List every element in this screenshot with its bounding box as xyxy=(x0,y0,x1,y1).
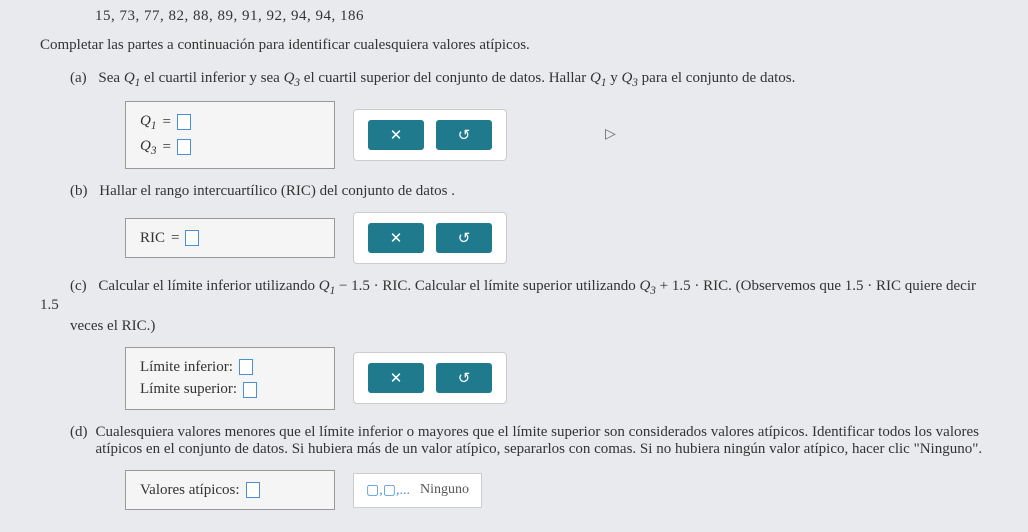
q1-sym: Q xyxy=(124,70,135,86)
outliers-label: Valores atípicos: xyxy=(140,479,240,502)
part-a-mid1: el cuartil inferior y sea xyxy=(140,70,283,86)
q1-sym2: Q xyxy=(590,70,601,86)
part-a-pre: Sea xyxy=(98,70,123,86)
part-c: (c) Calcular el límite inferior utilizan… xyxy=(40,278,988,410)
intro-text: Completar las partes a continuación para… xyxy=(40,37,988,54)
part-b: (b) Hallar el rango intercuartílico (RIC… xyxy=(40,183,988,264)
part-c-cont: veces el RIC.) xyxy=(70,318,988,335)
eq1: = xyxy=(162,111,170,134)
part-a-text: Sea Q1 el cuartil inferior y sea Q3 el c… xyxy=(98,70,795,86)
part-d-answer-box: Valores atípicos: xyxy=(125,470,335,511)
close-button[interactable]: ✕ xyxy=(368,120,424,150)
box-q1: Q xyxy=(140,113,151,129)
close-button[interactable]: ✕ xyxy=(368,223,424,253)
part-b-text: Hallar el rango intercuartílico (RIC) de… xyxy=(99,183,455,199)
part-d: (d) Cualesquiera valores menores que el … xyxy=(40,424,988,511)
dataset-values: 15, 73, 77, 82, 88, 89, 91, 92, 94, 94, … xyxy=(95,8,988,25)
part-c-pre: Calcular el límite inferior utilizando xyxy=(98,278,318,294)
eq2: = xyxy=(162,136,170,159)
q1-input[interactable] xyxy=(177,114,191,130)
part-d-options: ▢,▢,... Ninguno xyxy=(353,473,482,508)
ninguno-button[interactable]: Ninguno xyxy=(420,482,469,498)
c-minus: − 1.5 · RIC. Calcular el límite superior… xyxy=(335,278,639,294)
c-q3: Q xyxy=(639,278,650,294)
part-d-label: (d) xyxy=(70,424,88,441)
outliers-input[interactable] xyxy=(246,482,260,498)
q3-sym: Q xyxy=(284,70,295,86)
part-a-end: para el conjunto de datos. xyxy=(638,70,795,86)
box-q1-sub: 1 xyxy=(151,120,157,132)
part-c-answer-box: Límite inferior: Límite superior: xyxy=(125,347,335,410)
c-q1: Q xyxy=(319,278,330,294)
ric-input[interactable] xyxy=(185,230,199,246)
q3-sym2: Q xyxy=(621,70,632,86)
q3-input[interactable] xyxy=(177,139,191,155)
ric-label: RIC xyxy=(140,227,165,250)
reset-button[interactable]: ↺ xyxy=(436,363,492,393)
part-a: (a) Sea Q1 el cuartil inferior y sea Q3 … xyxy=(40,70,988,169)
eq3: = xyxy=(171,227,179,250)
box-q3-sub: 3 xyxy=(151,145,157,157)
lower-label: Límite inferior: xyxy=(140,356,233,379)
lower-input[interactable] xyxy=(239,359,253,375)
box-q3: Q xyxy=(140,138,151,154)
part-b-answer-box: RIC = xyxy=(125,218,335,259)
upper-label: Límite superior: xyxy=(140,378,237,401)
part-c-label: (c) xyxy=(70,278,87,295)
close-button[interactable]: ✕ xyxy=(368,363,424,393)
part-a-label: (a) xyxy=(70,70,87,87)
part-c-text: Calcular el límite inferior utilizando Q… xyxy=(40,278,976,313)
part-d-text: Cualesquiera valores menores que el lími… xyxy=(96,424,989,458)
list-icon[interactable]: ▢,▢,... xyxy=(366,482,410,499)
part-c-buttons: ✕ ↺ xyxy=(353,352,507,404)
part-a-mid3: y xyxy=(606,70,621,86)
part-a-answer-box: Q1 = Q3 = xyxy=(125,101,335,169)
cursor-icon: ▷ xyxy=(605,126,616,143)
reset-button[interactable]: ↺ xyxy=(436,120,492,150)
part-b-buttons: ✕ ↺ xyxy=(353,212,507,264)
reset-button[interactable]: ↺ xyxy=(436,223,492,253)
part-a-buttons: ✕ ↺ xyxy=(353,109,507,161)
part-a-mid2: el cuartil superior del conjunto de dato… xyxy=(300,70,590,86)
part-b-label: (b) xyxy=(70,183,88,200)
upper-input[interactable] xyxy=(243,382,257,398)
